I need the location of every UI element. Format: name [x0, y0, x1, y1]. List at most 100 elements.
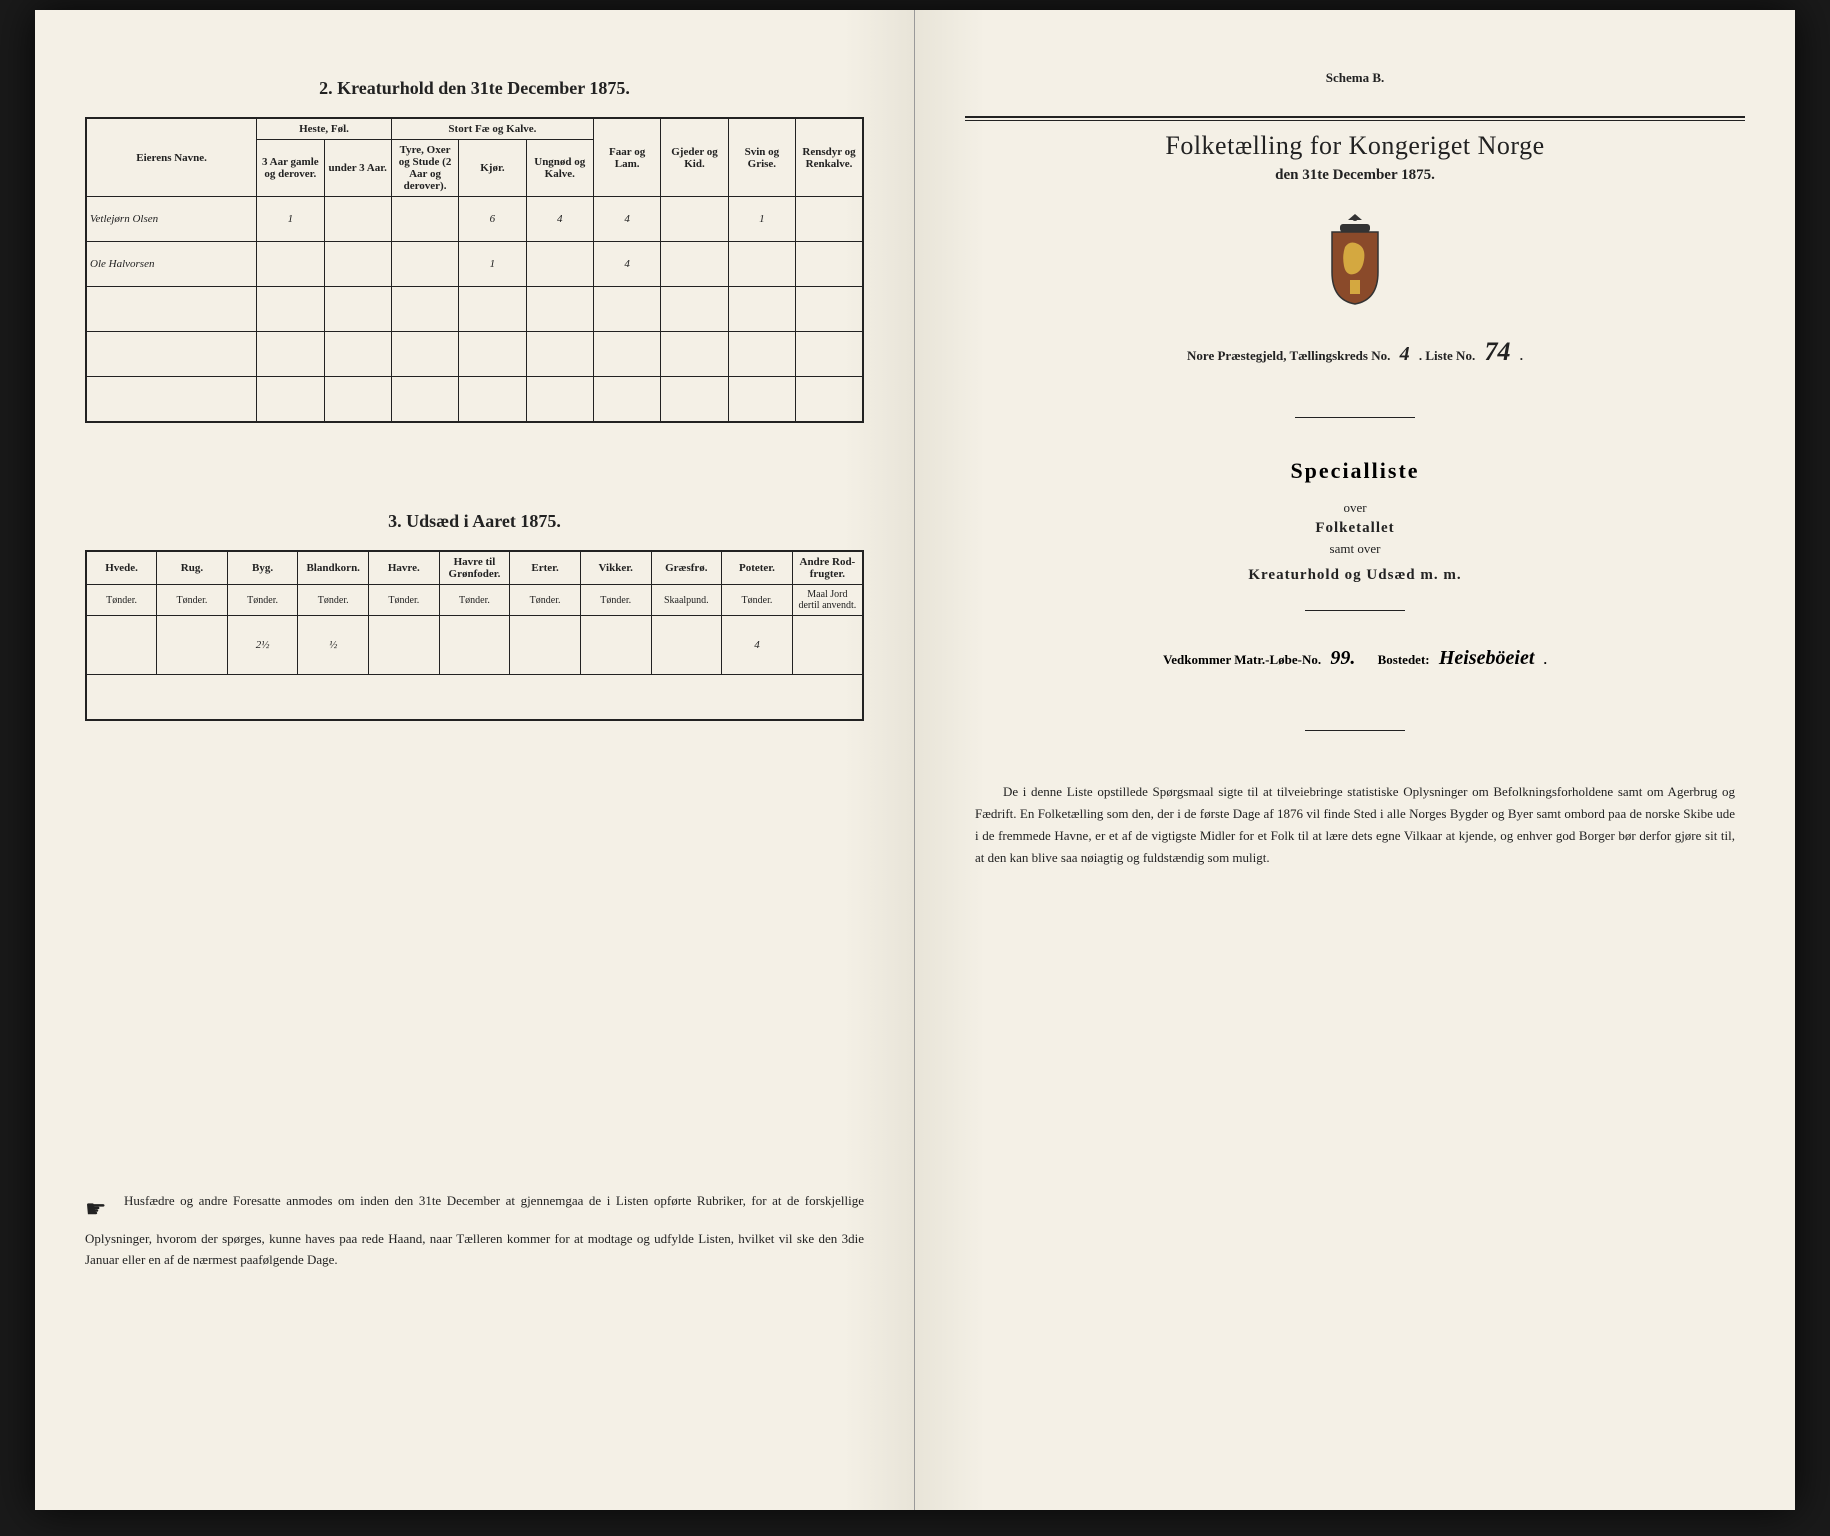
liste-number: 74 — [1478, 337, 1516, 366]
footnote-text: Husfædre og andre Foresatte anmodes om i… — [85, 1193, 864, 1267]
col-subheader: Tønder. — [86, 585, 157, 616]
seed-table: Hvede.Rug.Byg.Blandkorn.Havre.Havre til … — [85, 550, 864, 721]
cell-value — [796, 287, 863, 332]
section2-title: 2. Kreaturhold den 31te December 1875. — [85, 78, 864, 99]
cell-value — [728, 242, 795, 287]
cell-value — [324, 242, 391, 287]
meta-prefix: Nore Præstegjeld, Tællingskreds No. — [1187, 348, 1390, 363]
col-subheader: Tønder. — [369, 585, 440, 616]
col-horses: Heste, Føl. — [257, 118, 392, 140]
samt-label: samt over — [965, 541, 1745, 557]
cell-value — [796, 332, 863, 377]
table-header-row: Eierens Navne. Heste, Føl. Stort Fæ og K… — [86, 118, 863, 140]
owner-name: Ole Halvorsen — [86, 242, 257, 287]
cell-value — [257, 242, 324, 287]
cell-value — [526, 377, 593, 423]
col-subheader: Tønder. — [722, 585, 793, 616]
subcol: Kjør. — [459, 140, 526, 197]
col-header: Erter. — [510, 551, 581, 585]
cell-value — [728, 287, 795, 332]
cell-value — [391, 242, 458, 287]
cell-value — [593, 332, 660, 377]
cell-value — [526, 242, 593, 287]
document-spread: 2. Kreaturhold den 31te December 1875. E… — [35, 10, 1795, 1510]
kreatur-label: Kreaturhold og Udsæd m. m. — [965, 567, 1745, 584]
property-field: Vedkommer Matr.-Løbe-No. 99. Bostedet: H… — [965, 647, 1745, 670]
over-label: over — [965, 500, 1745, 516]
cell-value — [661, 332, 728, 377]
cell-value — [796, 377, 863, 423]
cell-value — [796, 197, 863, 242]
cell-value: 4 — [526, 197, 593, 242]
table-row: Vetlejørn Olsen16441 — [86, 197, 863, 242]
cell-value — [391, 332, 458, 377]
table-row: 2½½4 — [86, 616, 863, 675]
col-cattle: Stort Fæ og Kalve. — [391, 118, 593, 140]
cell-value: 4 — [722, 616, 793, 675]
cell-value — [257, 287, 324, 332]
cell-value — [439, 616, 510, 675]
cell-value — [792, 616, 863, 675]
table-subheader-row: Tønder.Tønder.Tønder.Tønder.Tønder.Tønde… — [86, 585, 863, 616]
cell-value — [796, 242, 863, 287]
col-subheader: Skaalpund. — [651, 585, 722, 616]
cell-value — [257, 332, 324, 377]
table-row — [86, 675, 863, 721]
table-row — [86, 332, 863, 377]
cell-value — [661, 287, 728, 332]
col-sheep: Faar og Lam. — [593, 118, 660, 197]
col-goats: Gjeder og Kid. — [661, 118, 728, 197]
subcol: Tyre, Oxer og Stude (2 Aar og derover). — [391, 140, 458, 197]
section3-title: 3. Udsæd i Aaret 1875. — [85, 511, 864, 532]
col-header: Blandkorn. — [298, 551, 369, 585]
census-date: den 31te December 1875. — [965, 167, 1745, 184]
table-row — [86, 377, 863, 423]
census-title: Folketælling for Kongeriget Norge — [965, 131, 1745, 161]
cell-value: ½ — [298, 616, 369, 675]
cell-value: 1 — [459, 242, 526, 287]
col-header: Andre Rod-frugter. — [792, 551, 863, 585]
right-page: Schema B. Folketælling for Kongeriget No… — [915, 10, 1795, 1510]
livestock-table: Eierens Navne. Heste, Føl. Stort Fæ og K… — [85, 117, 864, 423]
cell-value: 6 — [459, 197, 526, 242]
col-subheader: Tønder. — [227, 585, 298, 616]
cell-value — [728, 377, 795, 423]
col-header: Havre til Grønfoder. — [439, 551, 510, 585]
liste-label: . Liste No. — [1419, 348, 1475, 363]
col-owner: Eierens Navne. — [86, 118, 257, 197]
footnote: ☛ Husfædre og andre Foresatte anmodes om… — [85, 1191, 864, 1271]
cell-value — [510, 616, 581, 675]
cell-value — [391, 377, 458, 423]
col-header: Vikker. — [580, 551, 651, 585]
col-subheader: Tønder. — [439, 585, 510, 616]
cell-value — [459, 332, 526, 377]
subcol: 3 Aar gamle og derover. — [257, 140, 324, 197]
cell-value — [86, 616, 157, 675]
cell-value — [580, 616, 651, 675]
instruction-paragraph: De i denne Liste opstillede Spørgsmaal s… — [965, 781, 1745, 869]
cell-value: 4 — [593, 197, 660, 242]
left-page: 2. Kreaturhold den 31te December 1875. E… — [35, 10, 915, 1510]
matr-label: Vedkommer Matr.-Løbe-No. — [1163, 652, 1321, 667]
cell-value — [661, 197, 728, 242]
owner-name — [86, 332, 257, 377]
col-subheader: Tønder. — [510, 585, 581, 616]
coat-of-arms-icon — [1320, 212, 1390, 307]
cell-value — [324, 197, 391, 242]
specialliste-heading: Specialliste — [965, 458, 1745, 484]
cell-value — [526, 287, 593, 332]
col-header: Poteter. — [722, 551, 793, 585]
owner-name — [86, 287, 257, 332]
kreds-number: 4 — [1394, 343, 1416, 365]
cell-value — [391, 197, 458, 242]
owner-name — [86, 377, 257, 423]
col-header: Græsfrø. — [651, 551, 722, 585]
col-subheader: Tønder. — [298, 585, 369, 616]
cell-value — [459, 377, 526, 423]
schema-label: Schema B. — [965, 70, 1745, 86]
pointing-hand-icon: ☛ — [85, 1191, 107, 1229]
col-header: Byg. — [227, 551, 298, 585]
cell-value: 1 — [728, 197, 795, 242]
cell-value — [526, 332, 593, 377]
cell-value — [593, 287, 660, 332]
